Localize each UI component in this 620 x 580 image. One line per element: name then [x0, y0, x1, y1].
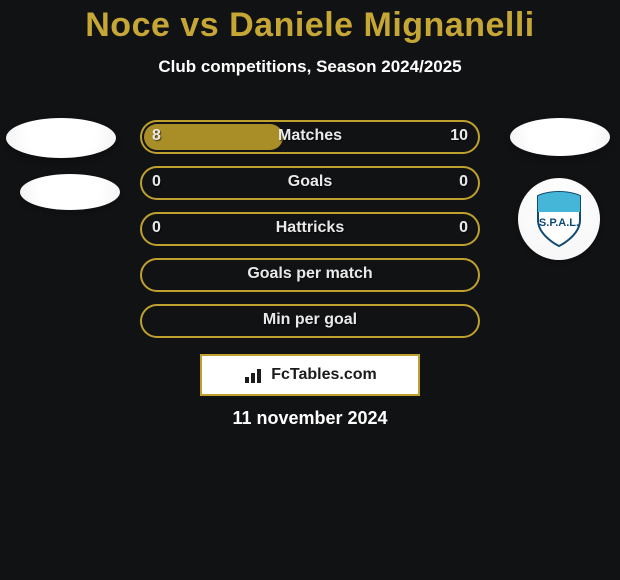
stat-row: Hattricks0 0 — [0, 210, 620, 256]
stat-value-right: 10 — [450, 118, 468, 152]
page-subtitle: Club competitions, Season 2024/2025 — [0, 57, 620, 77]
stat-value-left: 0 — [152, 164, 161, 198]
stat-label: Goals — [140, 164, 480, 198]
bars-icon — [243, 365, 267, 385]
stat-label: Hattricks — [140, 210, 480, 244]
stat-value-right: 0 — [459, 164, 468, 198]
stat-row: Goals per match — [0, 256, 620, 302]
stat-label: Goals per match — [140, 256, 480, 290]
page-title: Noce vs Daniele Mignanelli — [0, 0, 620, 45]
stat-row: Min per goal — [0, 302, 620, 348]
attribution-text: FcTables.com — [271, 366, 377, 384]
stat-label: Min per goal — [140, 302, 480, 336]
stat-label: Matches — [140, 118, 480, 152]
stat-value-right: 0 — [459, 210, 468, 244]
stat-row: Matches8 10 — [0, 118, 620, 164]
attribution-box: FcTables.com — [200, 354, 420, 396]
stat-row: Goals0 0 — [0, 164, 620, 210]
stat-rows: Matches810Goals00Hattricks00Goals per ma… — [0, 118, 620, 348]
stat-value-left: 0 — [152, 210, 161, 244]
stat-value-left: 8 — [152, 118, 161, 152]
date-text: 11 november 2024 — [0, 408, 620, 429]
comparison-card: Noce vs Daniele Mignanelli Club competit… — [0, 0, 620, 580]
